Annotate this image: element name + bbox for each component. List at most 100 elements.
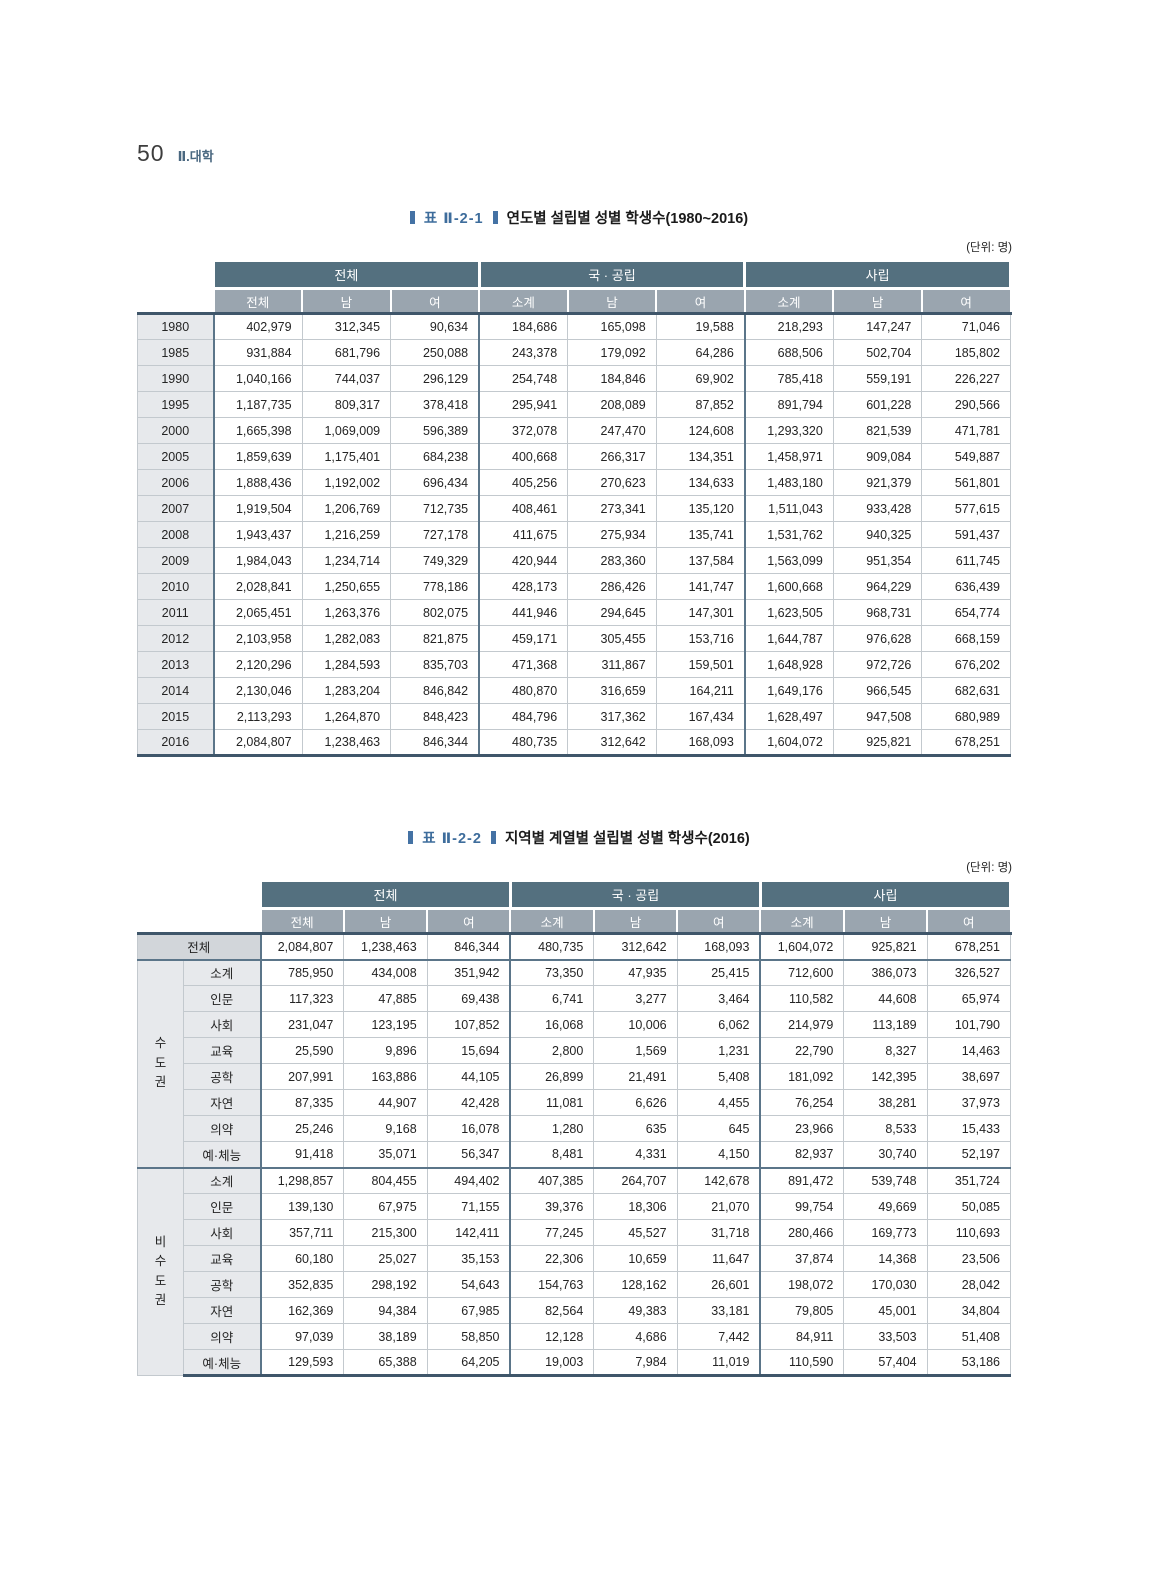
data-cell: 561,801 [921,469,1011,496]
column-subheader: 남 [301,287,392,315]
data-cell: 198,072 [759,1271,845,1298]
data-cell: 57,404 [843,1349,928,1377]
year-label: 2014 [137,677,214,704]
data-cell: 38,281 [843,1089,928,1116]
data-cell: 1,604,072 [743,729,834,757]
data-cell: 79,805 [759,1297,845,1324]
data-cell: 298,192 [343,1271,428,1298]
data-cell: 654,774 [921,599,1011,626]
column-group-header: 국 · 공립 [477,259,747,290]
data-cell: 636,439 [921,573,1011,600]
table2-body: 전체 2,084,807 1,238,463 846,344 480,735 312,64… [137,932,1012,1377]
total-row-label: 전체 [137,932,261,960]
data-cell: 968,731 [832,599,923,626]
data-cell: 142,395 [843,1063,928,1090]
data-cell: 502,704 [832,339,923,366]
data-cell: 712,735 [390,495,480,522]
data-cell: 153,716 [655,625,746,652]
data-cell: 6,062 [676,1011,761,1038]
data-cell: 33,181 [676,1297,761,1324]
data-cell: 159,501 [655,651,746,678]
table-row: 2012 2,103,958 1,282,083 821,875 459,171 305,… [137,625,1011,652]
data-cell: 1,483,180 [743,469,834,496]
page-number: 50 [137,140,165,166]
data-cell: 77,245 [509,1219,595,1246]
data-cell: 921,379 [832,469,923,496]
data-cell: 2,084,807 [212,729,303,757]
table-row: 예·체능 91,418 35,071 56,347 8,481 4,331 4,150 82,… [138,1141,1012,1168]
data-cell: 94,384 [343,1297,428,1324]
year-label: 1980 [137,312,214,340]
column-subheader: 여 [426,907,512,935]
data-cell: 135,120 [655,495,746,522]
data-cell: 1,238,463 [343,932,428,960]
data-cell: 14,463 [926,1037,1012,1064]
table-row: 사회 357,711 215,300 142,411 77,245 45,527 31,71… [138,1219,1012,1246]
data-cell: 1,263,376 [301,599,392,626]
category-label: 인문 [183,1193,261,1220]
data-cell: 1,175,401 [301,443,392,470]
data-cell: 67,985 [426,1297,511,1324]
data-cell: 60,180 [259,1245,345,1272]
data-cell: 164,211 [655,677,746,704]
column-subheader: 여 [676,907,762,935]
data-cell: 2,113,293 [212,703,303,730]
data-cell: 71,155 [426,1193,511,1220]
data-cell: 2,065,451 [212,599,303,626]
data-cell: 154,763 [509,1271,595,1298]
data-cell: 1,234,714 [301,547,392,574]
table-row: 2013 2,120,296 1,284,593 835,703 471,368 311,… [137,651,1011,678]
data-cell: 11,081 [509,1089,595,1116]
data-cell: 23,506 [926,1245,1012,1272]
column-subheader: 전체 [259,907,345,935]
table-row: 의약 97,039 38,189 58,850 12,128 4,686 7,442 84,9… [138,1323,1012,1350]
data-cell: 25,027 [343,1245,428,1272]
data-cell: 351,942 [426,958,511,986]
table-row: 인문 139,130 67,975 71,155 39,376 18,306 21,070 9… [138,1193,1012,1220]
data-cell: 1,649,176 [743,677,834,704]
data-cell: 1,665,398 [212,417,303,444]
data-cell: 1,623,505 [743,599,834,626]
table-row: 2008 1,943,437 1,216,259 727,178 411,675 275,… [137,521,1011,548]
data-cell: 215,300 [343,1219,428,1246]
data-cell: 3,464 [676,985,761,1012]
data-cell: 87,852 [655,391,746,418]
column-group-header: 국 · 공립 [508,879,762,910]
column-subheader: 여 [389,287,481,315]
data-cell: 2,130,046 [212,677,303,704]
column-subheader: 남 [842,907,929,935]
data-cell: 134,633 [655,469,746,496]
data-cell: 951,354 [832,547,923,574]
data-cell: 676,202 [921,651,1011,678]
table-row: 교육 60,180 25,027 35,153 22,306 10,659 11,647 37… [138,1245,1012,1272]
data-cell: 785,950 [259,958,345,986]
data-cell: 1,531,762 [743,521,834,548]
category-label: 예·체능 [183,1141,261,1168]
data-cell: 54,643 [426,1271,511,1298]
data-cell: 226,227 [921,365,1011,392]
data-cell: 295,941 [478,391,569,418]
table1-body: 1980 402,979 312,345 90,634 184,686 165,098 19… [137,312,1011,757]
table-row: 공학 352,835 298,192 54,643 154,763 128,162 26,6… [138,1271,1012,1298]
data-cell: 21,070 [676,1193,761,1220]
data-cell: 1,888,436 [212,469,303,496]
data-cell: 84,911 [759,1323,845,1350]
data-cell: 64,205 [426,1349,511,1377]
table1-title: 표 Ⅱ-2-1 연도별 설립별 성별 학생수(1980~2016) [137,209,1012,229]
data-cell: 117,323 [259,985,345,1012]
data-cell: 28,042 [926,1271,1012,1298]
data-cell: 214,979 [759,1011,845,1038]
data-cell: 247,470 [567,417,657,444]
data-cell: 37,973 [926,1089,1012,1116]
data-cell: 11,019 [676,1349,761,1377]
data-cell: 107,852 [426,1011,511,1038]
year-label: 2015 [137,703,214,730]
data-cell: 931,884 [212,339,303,366]
data-cell: 1,238,463 [301,729,392,757]
data-cell: 471,781 [921,417,1011,444]
data-cell: 1,231 [676,1037,761,1064]
year-label: 2006 [137,469,214,496]
data-cell: 494,402 [426,1166,511,1194]
data-cell: 167,434 [655,703,746,730]
category-label: 사회 [183,1219,261,1246]
